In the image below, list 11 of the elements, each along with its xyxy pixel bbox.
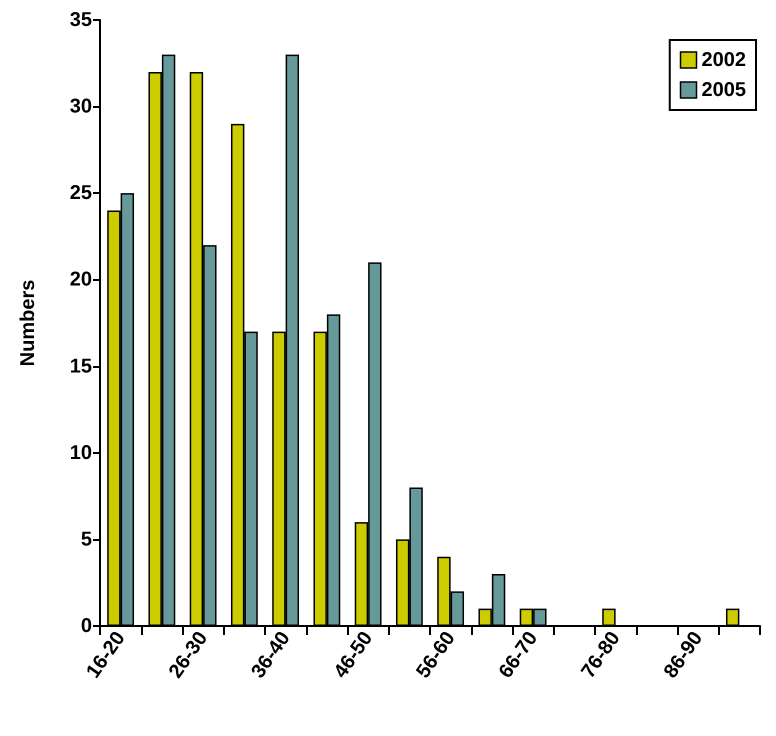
- legend-label: 2005: [702, 79, 746, 101]
- y-tick-label: 20: [70, 268, 92, 291]
- y-axis-title: Numbers: [17, 280, 39, 366]
- y-tick-label: 0: [80, 615, 92, 637]
- y-tick-label: 25: [70, 182, 92, 204]
- y-tick-label: 5: [80, 528, 92, 550]
- y-tick-label: 15: [70, 355, 92, 378]
- y-tick-label: 10: [70, 442, 92, 464]
- y-tick-label: 35: [70, 9, 92, 31]
- y-tick-label: 30: [70, 96, 92, 118]
- legend-label: 2002: [702, 49, 746, 71]
